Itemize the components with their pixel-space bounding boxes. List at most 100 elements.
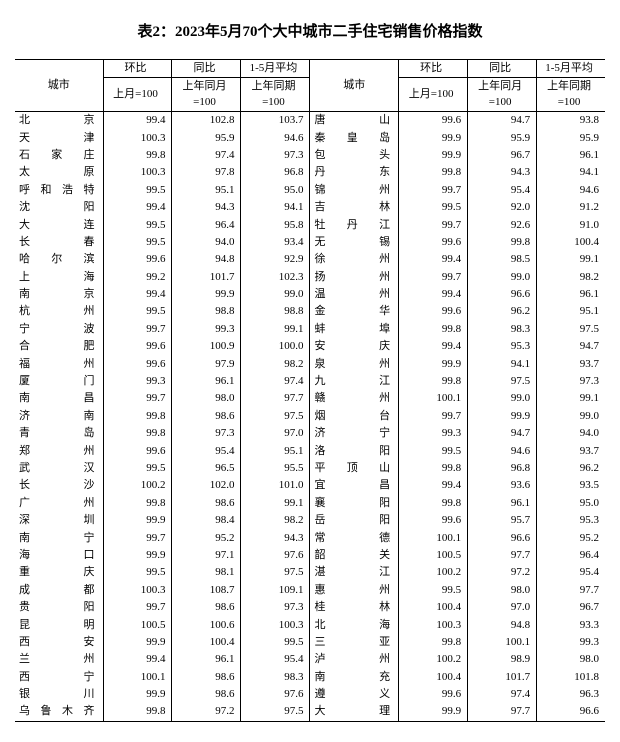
city-left: 重庆 <box>15 564 103 581</box>
mom-right: 99.9 <box>399 130 468 147</box>
yoy-right: 92.0 <box>468 199 537 216</box>
avg-right: 98.2 <box>537 269 605 286</box>
yoy-right: 94.6 <box>468 443 537 460</box>
yoy-right: 98.5 <box>468 251 537 268</box>
city-right: 桂林 <box>310 599 399 616</box>
city-left: 兰州 <box>15 651 103 668</box>
mom-left: 99.6 <box>103 338 172 355</box>
city-left: 南昌 <box>15 390 103 407</box>
table-row: 成都100.3108.7109.1惠州99.598.097.7 <box>15 582 605 599</box>
table-row: 贵阳99.798.697.3桂林100.497.096.7 <box>15 599 605 616</box>
mom-right: 99.4 <box>399 477 468 494</box>
city-right: 泉州 <box>310 356 399 373</box>
mom-right: 99.8 <box>399 634 468 651</box>
avg-left: 100.3 <box>241 617 310 634</box>
avg-right: 97.3 <box>537 373 605 390</box>
city-right: 扬州 <box>310 269 399 286</box>
subheader-yoy-right: 上年同月=100 <box>468 78 537 112</box>
city-left: 长沙 <box>15 477 103 494</box>
city-right: 锦州 <box>310 182 399 199</box>
yoy-left: 95.9 <box>172 130 241 147</box>
table-row: 济南99.898.697.5烟台99.799.999.0 <box>15 408 605 425</box>
avg-left: 97.6 <box>241 547 310 564</box>
mom-right: 99.6 <box>399 112 468 130</box>
table-row: 重庆99.598.197.5湛江100.297.295.4 <box>15 564 605 581</box>
city-left: 成都 <box>15 582 103 599</box>
header-yoy-right: 同比 <box>468 60 537 78</box>
mom-left: 100.1 <box>103 669 172 686</box>
subheader-mom-left: 上月=100 <box>103 78 172 112</box>
yoy-right: 94.8 <box>468 617 537 634</box>
avg-left: 97.4 <box>241 373 310 390</box>
yoy-right: 98.9 <box>468 651 537 668</box>
subheader-mom-right: 上月=100 <box>399 78 468 112</box>
yoy-right: 94.3 <box>468 164 537 181</box>
avg-right: 96.3 <box>537 686 605 703</box>
mom-right: 99.8 <box>399 373 468 390</box>
mom-left: 99.4 <box>103 112 172 130</box>
city-right: 无锡 <box>310 234 399 251</box>
table-row: 青岛99.897.397.0济宁99.394.794.0 <box>15 425 605 442</box>
mom-left: 99.6 <box>103 443 172 460</box>
avg-right: 93.5 <box>537 477 605 494</box>
table-row: 沈阳99.494.394.1吉林99.592.091.2 <box>15 199 605 216</box>
mom-right: 99.6 <box>399 512 468 529</box>
city-left: 武汉 <box>15 460 103 477</box>
yoy-right: 97.7 <box>468 703 537 721</box>
avg-right: 99.3 <box>537 634 605 651</box>
city-right: 遵义 <box>310 686 399 703</box>
yoy-right: 94.1 <box>468 356 537 373</box>
city-right: 三亚 <box>310 634 399 651</box>
city-right: 岳阳 <box>310 512 399 529</box>
subheader-avg-right: 上年同期=100 <box>537 78 605 112</box>
yoy-right: 95.4 <box>468 182 537 199</box>
table-title: 表2：2023年5月70个大中城市二手住宅销售价格指数 <box>15 20 605 41</box>
table-row: 海口99.997.197.6韶关100.597.796.4 <box>15 547 605 564</box>
city-right: 安庆 <box>310 338 399 355</box>
avg-left: 93.4 <box>241 234 310 251</box>
city-left: 银川 <box>15 686 103 703</box>
city-right: 温州 <box>310 286 399 303</box>
table-row: 长沙100.2102.0101.0宜昌99.493.693.5 <box>15 477 605 494</box>
table-row: 南京99.499.999.0温州99.496.696.1 <box>15 286 605 303</box>
subheader-avg-left: 上年同期=100 <box>241 78 310 112</box>
avg-right: 95.1 <box>537 303 605 320</box>
yoy-left: 96.4 <box>172 217 241 234</box>
table-row: 乌鲁木齐99.897.297.5大理99.997.796.6 <box>15 703 605 721</box>
yoy-right: 99.0 <box>468 269 537 286</box>
yoy-right: 97.7 <box>468 547 537 564</box>
city-left: 西宁 <box>15 669 103 686</box>
avg-left: 99.1 <box>241 495 310 512</box>
yoy-left: 100.6 <box>172 617 241 634</box>
mom-right: 99.8 <box>399 460 468 477</box>
mom-left: 99.9 <box>103 634 172 651</box>
table-row: 石家庄99.897.497.3包头99.996.796.1 <box>15 147 605 164</box>
avg-left: 92.9 <box>241 251 310 268</box>
mom-right: 100.1 <box>399 530 468 547</box>
yoy-right: 97.5 <box>468 373 537 390</box>
mom-left: 100.5 <box>103 617 172 634</box>
avg-left: 103.7 <box>241 112 310 130</box>
city-right: 丹东 <box>310 164 399 181</box>
avg-right: 98.0 <box>537 651 605 668</box>
yoy-left: 97.4 <box>172 147 241 164</box>
yoy-left: 96.1 <box>172 373 241 390</box>
yoy-right: 96.8 <box>468 460 537 477</box>
city-right: 赣州 <box>310 390 399 407</box>
mom-right: 99.7 <box>399 408 468 425</box>
city-right: 牡丹江 <box>310 217 399 234</box>
avg-left: 97.5 <box>241 703 310 721</box>
mom-left: 99.3 <box>103 373 172 390</box>
avg-left: 97.0 <box>241 425 310 442</box>
mom-left: 99.7 <box>103 530 172 547</box>
city-left: 石家庄 <box>15 147 103 164</box>
table-row: 深圳99.998.498.2岳阳99.695.795.3 <box>15 512 605 529</box>
mom-right: 99.5 <box>399 443 468 460</box>
yoy-left: 102.0 <box>172 477 241 494</box>
city-right: 金华 <box>310 303 399 320</box>
avg-left: 94.6 <box>241 130 310 147</box>
city-left: 济南 <box>15 408 103 425</box>
avg-left: 97.3 <box>241 147 310 164</box>
yoy-right: 97.4 <box>468 686 537 703</box>
yoy-right: 96.7 <box>468 147 537 164</box>
